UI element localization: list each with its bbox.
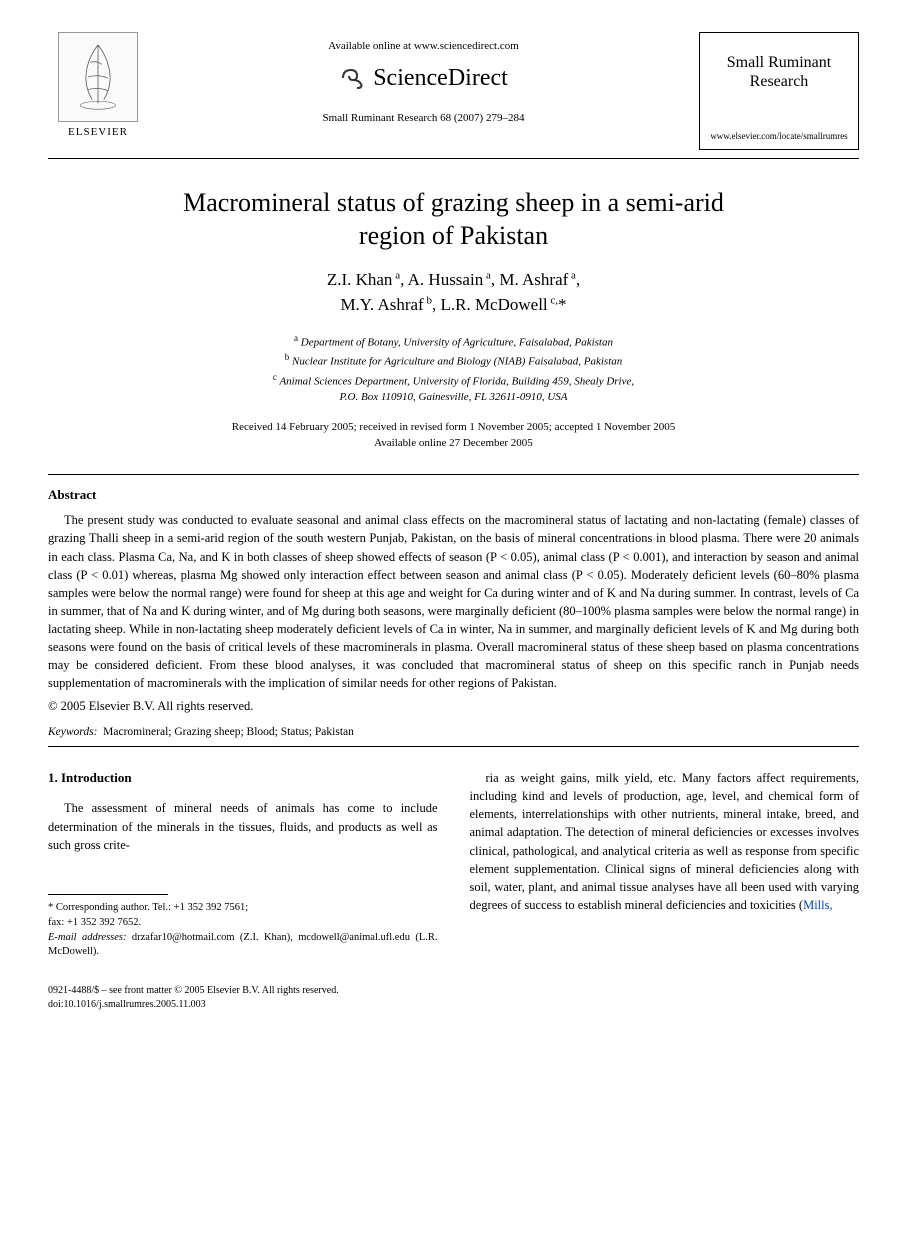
journal-name: Small Ruminant Research bbox=[706, 53, 852, 91]
page-header: ELSEVIER Available online at www.science… bbox=[48, 32, 859, 150]
doi-line: doi:10.1016/j.smallrumres.2005.11.003 bbox=[48, 998, 859, 1012]
online-date: Available online 27 December 2005 bbox=[48, 436, 859, 452]
abstract-body: The present study was conducted to evalu… bbox=[48, 511, 859, 692]
footer-meta: 0921-4488/$ – see front matter © 2005 El… bbox=[48, 984, 859, 1012]
article-title: Macromineral status of grazing sheep in … bbox=[154, 187, 754, 252]
sciencedirect-icon bbox=[339, 64, 367, 92]
publisher-logo-block: ELSEVIER bbox=[48, 32, 148, 138]
fax-line: fax: +1 352 392 7652. bbox=[48, 916, 438, 931]
keywords: Keywords: Macromineral; Grazing sheep; B… bbox=[48, 726, 859, 738]
abstract-heading: Abstract bbox=[48, 487, 859, 503]
footnote-rule bbox=[48, 894, 168, 895]
affiliations: a Department of Botany, University of Ag… bbox=[48, 332, 859, 407]
citation-link-mills[interactable]: Mills, bbox=[803, 898, 833, 912]
affiliation-c-cont: P.O. Box 110910, Gainesville, FL 32611-0… bbox=[48, 390, 859, 406]
abstract-copyright: © 2005 Elsevier B.V. All rights reserved… bbox=[48, 699, 859, 714]
sciencedirect-label: ScienceDirect bbox=[373, 65, 508, 92]
authors-list: Z.I. Khan a, A. Hussain a, M. Ashraf a,M… bbox=[48, 268, 859, 317]
corresponding-author: * Corresponding author. Tel.: +1 352 392… bbox=[48, 901, 438, 916]
center-header: Available online at www.sciencedirect.co… bbox=[148, 32, 699, 124]
journal-url: www.elsevier.com/locate/smallrumres bbox=[706, 131, 852, 141]
column-left: 1. Introduction The assessment of minera… bbox=[48, 769, 438, 960]
keywords-label: Keywords: bbox=[48, 726, 97, 738]
intro-para-right: ria as weight gains, milk yield, etc. Ma… bbox=[470, 769, 860, 915]
available-online-text: Available online at www.sciencedirect.co… bbox=[148, 40, 699, 52]
affiliation-c: c Animal Sciences Department, University… bbox=[48, 371, 859, 391]
elsevier-label: ELSEVIER bbox=[48, 126, 148, 138]
sciencedirect-brand: ScienceDirect bbox=[339, 64, 508, 92]
header-rule bbox=[48, 158, 859, 159]
keywords-text: Macromineral; Grazing sheep; Blood; Stat… bbox=[103, 726, 354, 738]
journal-cover-block: Small Ruminant Research www.elsevier.com… bbox=[699, 32, 859, 150]
article-dates: Received 14 February 2005; received in r… bbox=[48, 420, 859, 452]
abstract-top-rule bbox=[48, 474, 859, 475]
body-columns: 1. Introduction The assessment of minera… bbox=[48, 769, 859, 960]
affiliation-b: b Nuclear Institute for Agriculture and … bbox=[48, 351, 859, 371]
intro-para-left: The assessment of mineral needs of anima… bbox=[48, 799, 438, 854]
column-right: ria as weight gains, milk yield, etc. Ma… bbox=[470, 769, 860, 960]
intro-heading: 1. Introduction bbox=[48, 769, 438, 788]
journal-name-line1: Small Ruminant bbox=[727, 54, 831, 71]
email-addresses: E-mail addresses: drzafar10@hotmail.com … bbox=[48, 931, 438, 960]
elsevier-tree-icon bbox=[58, 32, 138, 122]
citation-line: Small Ruminant Research 68 (2007) 279–28… bbox=[148, 112, 699, 124]
keywords-bottom-rule bbox=[48, 746, 859, 747]
footnotes: * Corresponding author. Tel.: +1 352 392… bbox=[48, 901, 438, 960]
affiliation-a: a Department of Botany, University of Ag… bbox=[48, 332, 859, 352]
journal-name-line2: Research bbox=[750, 73, 809, 90]
abstract-text: The present study was conducted to evalu… bbox=[48, 511, 859, 692]
received-date: Received 14 February 2005; received in r… bbox=[48, 420, 859, 436]
issn-line: 0921-4488/$ – see front matter © 2005 El… bbox=[48, 984, 859, 998]
